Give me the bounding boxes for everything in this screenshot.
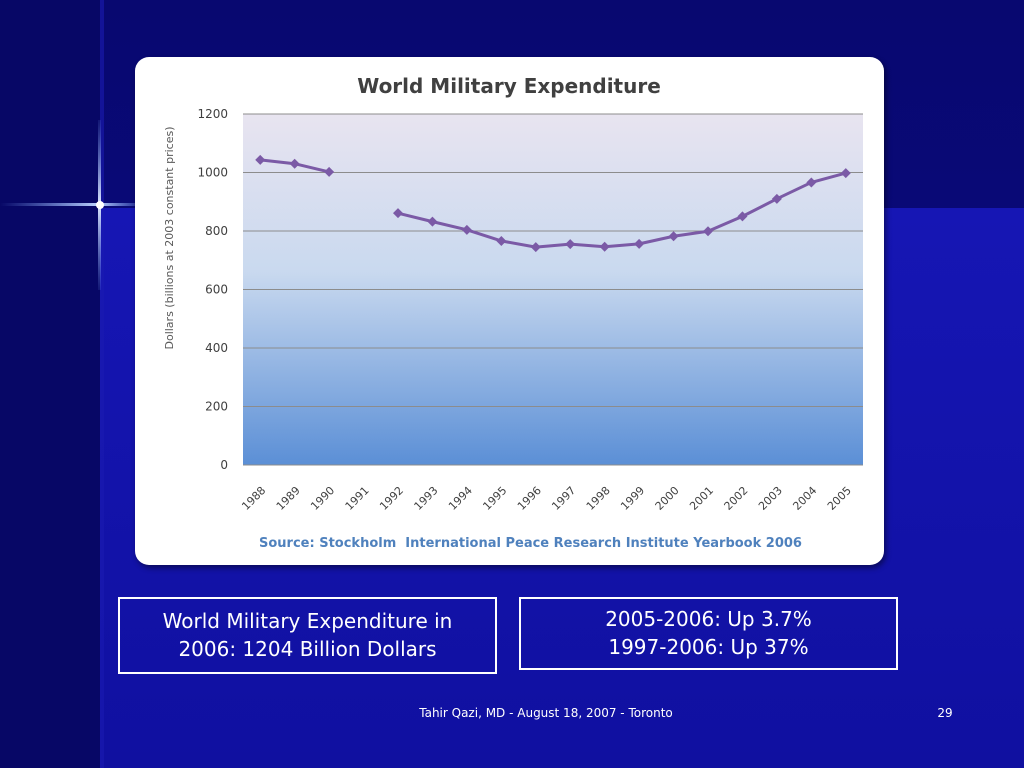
x-tick-label: 1995 [480, 484, 509, 513]
x-tick-label: 1990 [308, 484, 337, 513]
y-axis-label: Dollars (billions at 2003 constant price… [163, 127, 176, 350]
data-point-marker [599, 241, 610, 252]
x-tick-label: 1996 [515, 484, 544, 513]
expenditure-2006-line2: 2006: 1204 Billion Dollars [178, 637, 437, 661]
x-tick-label: 1997 [549, 484, 578, 513]
data-point-marker [668, 231, 679, 242]
data-point-marker [771, 193, 782, 204]
data-point-marker [289, 158, 300, 169]
y-tick-label: 0 [220, 458, 228, 472]
data-point-marker [324, 166, 335, 177]
data-point-marker [461, 224, 472, 235]
x-tick-label: 1988 [239, 484, 268, 513]
data-point-marker [703, 226, 713, 237]
x-tick-label: 2004 [790, 484, 819, 513]
growth-rates-box: 2005-2006: Up 3.7% 1997-2006: Up 37% [519, 597, 898, 670]
series-line [397, 171, 847, 249]
expenditure-2006-line1: World Military Expenditure in [162, 609, 453, 633]
data-point-marker [255, 154, 266, 165]
data-point-marker [634, 238, 645, 249]
y-tick-label: 800 [205, 224, 228, 238]
page-number: 29 [937, 706, 953, 720]
y-tick-label: 600 [205, 283, 228, 297]
x-tick-label: 1991 [343, 484, 372, 513]
y-tick-label: 200 [205, 400, 228, 414]
slide-footer: Tahir Qazi, MD - August 18, 2007 - Toron… [419, 706, 673, 720]
x-tick-label: 1989 [274, 484, 303, 513]
x-tick-label: 2005 [825, 484, 854, 513]
y-tick-label: 1000 [197, 166, 228, 180]
x-tick-label: 2002 [722, 484, 751, 513]
growth-rate-line1: 2005-2006: Up 3.7% [605, 607, 812, 631]
data-point-marker [737, 211, 748, 222]
chart-title: World Military Expenditure [357, 74, 661, 98]
data-point-marker [840, 168, 851, 179]
data-point-marker [427, 216, 438, 227]
data-point-marker [565, 239, 576, 250]
x-tick-label: 1994 [446, 484, 475, 513]
expenditure-2006-box: World Military Expenditure in 2006: 1204… [118, 597, 497, 674]
star-flare-icon [0, 120, 140, 290]
chart-panel: World Military Expenditure 0 200 400 600 800… [135, 57, 884, 565]
x-tick-label: 1999 [618, 484, 647, 513]
data-point-marker [496, 235, 507, 246]
line-chart: World Military Expenditure 0 200 400 600 800… [163, 74, 863, 551]
x-tick-label: 2003 [756, 484, 785, 513]
growth-rate-line2: 1997-2006: Up 37% [608, 635, 809, 659]
x-tick-label: 1992 [377, 484, 406, 513]
chart-source: Source: Stockholm International Peace Re… [259, 536, 802, 551]
x-tick-label: 1998 [584, 484, 613, 513]
data-point-marker [530, 242, 541, 253]
y-tick-label: 400 [205, 341, 228, 355]
x-tick-label: 2001 [687, 484, 716, 513]
y-tick-label: 1200 [197, 107, 228, 121]
data-point-marker [393, 208, 403, 219]
data-point-marker [806, 177, 817, 188]
x-tick-label: 2000 [653, 484, 682, 513]
x-tick-label: 1993 [412, 484, 441, 513]
